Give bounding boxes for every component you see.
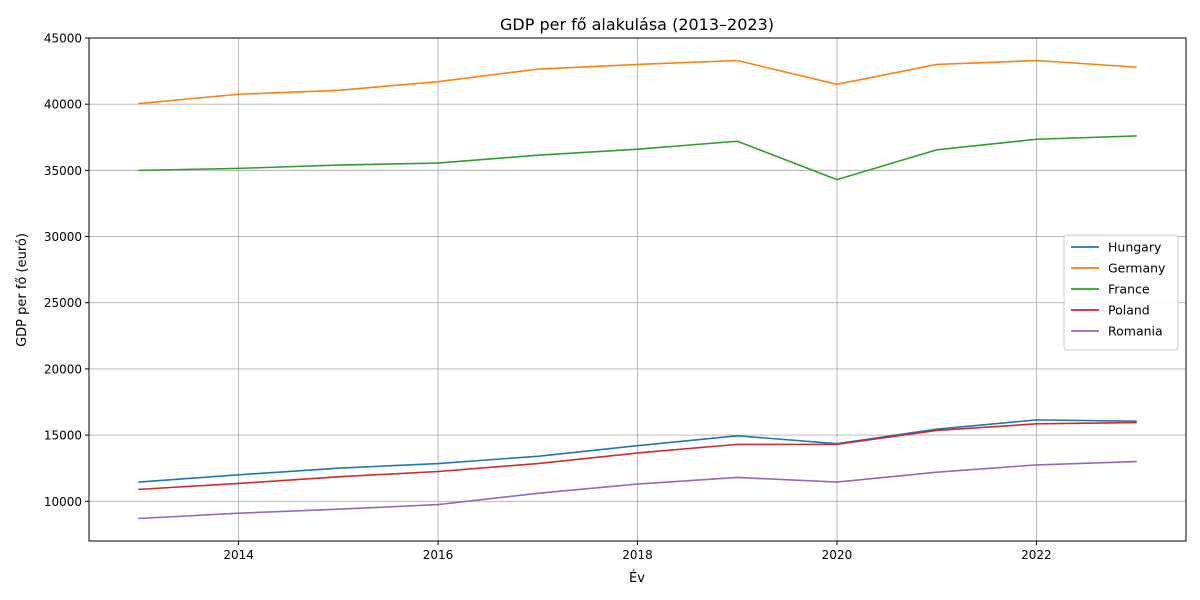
ticks-layer: 2014 2016 2018 2020 2022 10000 15000 20000 25000… <box>44 32 1052 563</box>
legend-label: Germany <box>1108 261 1166 276</box>
series-line-france <box>138 135 1137 181</box>
legend: Hungary Germany France Poland Romania <box>1063 234 1179 351</box>
legend-label: Poland <box>1108 303 1150 318</box>
series-line-poland <box>138 421 1137 491</box>
y-tick-label: 20000 <box>44 362 82 376</box>
series-line-romania <box>138 460 1137 520</box>
x-tick-label: 2022 <box>1021 548 1052 562</box>
y-axis-label: GDP per fő (euró) <box>15 233 30 347</box>
legend-label: Romania <box>1108 324 1163 339</box>
series-layer <box>138 59 1137 520</box>
y-tick-label: 25000 <box>44 296 82 310</box>
x-tick-label: 2020 <box>822 548 853 562</box>
x-tick-label: 2014 <box>223 548 254 562</box>
y-tick-label: 45000 <box>44 32 82 46</box>
series-line-hungary <box>138 419 1137 483</box>
y-tick-label: 30000 <box>44 230 82 244</box>
y-tick-label: 10000 <box>44 495 82 509</box>
chart-title: GDP per fő alakulása (2013–2023) <box>500 15 774 34</box>
x-tick-label: 2016 <box>423 548 454 562</box>
x-axis-label: Év <box>629 570 645 586</box>
legend-label: Hungary <box>1108 240 1162 255</box>
x-tick-label: 2018 <box>622 548 653 562</box>
y-tick-label: 40000 <box>44 98 82 112</box>
y-tick-label: 35000 <box>44 164 82 178</box>
legend-label: France <box>1108 282 1150 297</box>
legend-box <box>1063 234 1179 351</box>
series-line-germany <box>138 59 1137 105</box>
y-tick-label: 15000 <box>44 429 82 443</box>
